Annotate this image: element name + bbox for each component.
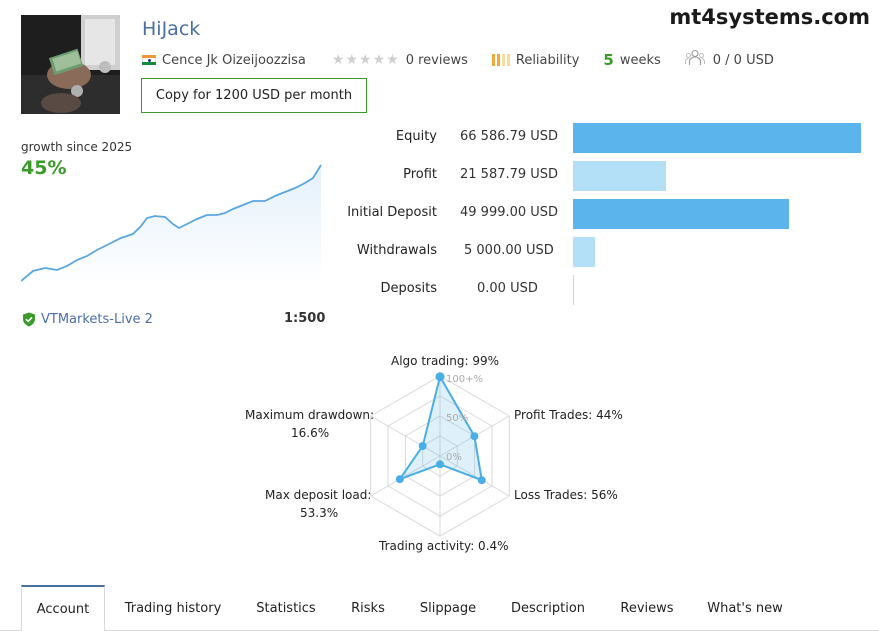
radar-label-profit-trades: Profit Trades: 44% xyxy=(514,408,623,422)
growth-chart xyxy=(21,164,322,285)
radar-scale-100: 100+% xyxy=(446,374,483,385)
shield-check-icon xyxy=(23,312,35,326)
tab-trading-history[interactable]: Trading history xyxy=(124,600,222,616)
radar-point xyxy=(395,475,404,484)
fin-bar-equity xyxy=(573,123,861,153)
system-title[interactable]: HiJack xyxy=(142,18,201,40)
fin-label-deposits: Deposits xyxy=(380,281,437,296)
tab-account[interactable]: Account xyxy=(21,585,105,631)
broker-name[interactable]: VTMarkets-Live 2 xyxy=(41,311,153,327)
star-icon: ★ xyxy=(386,52,399,68)
fin-bar-initial-deposit xyxy=(573,199,789,229)
radar-label-algo-trading: Algo trading: 99% xyxy=(391,354,500,368)
radar-scale-0: 0% xyxy=(446,452,462,463)
radar-point xyxy=(418,442,427,450)
radar-axis-line xyxy=(439,455,510,497)
growth-label: growth since 2025 xyxy=(21,140,133,154)
radar-label-max-drawdown: Maximum drawdown: xyxy=(245,408,375,422)
tab-slippage[interactable]: Slippage xyxy=(419,600,477,616)
radar-value-max-drawdown: 16.6% xyxy=(291,426,330,440)
leverage-value: 1:500 xyxy=(284,311,326,326)
fin-label-profit: Profit xyxy=(403,167,437,182)
copy-subscribe-button[interactable]: Copy for 1200 USD per month xyxy=(141,78,367,113)
tab-description[interactable]: Description xyxy=(510,600,586,616)
growth-area xyxy=(21,165,321,285)
india-flag-icon xyxy=(142,55,156,65)
watermark-text: mt4systems.com xyxy=(669,5,870,29)
fin-value-deposits: 0.00 USD xyxy=(477,281,538,296)
weeks-count: 5 xyxy=(603,51,614,69)
tab-whats-new[interactable]: What's new xyxy=(707,600,783,616)
subscribers-value: 0 / 0 USD xyxy=(712,52,774,68)
fin-label-withdrawals: Withdrawals xyxy=(356,243,437,258)
fin-label-initial-deposit: Initial Deposit xyxy=(347,205,437,220)
radar-axis-line xyxy=(370,415,441,457)
radar-point xyxy=(477,476,486,485)
weeks-label: weeks xyxy=(619,52,661,68)
growth-value: 45% xyxy=(21,157,67,179)
fin-value-initial-deposit: 49 999.00 USD xyxy=(460,205,559,220)
fin-value-profit: 21 587.79 USD xyxy=(460,167,559,182)
reliability-label: Reliability xyxy=(515,52,580,68)
broker-link[interactable]: VTMarkets-Live 2 xyxy=(22,311,153,327)
tab-statistics[interactable]: Statistics xyxy=(256,600,316,616)
meta-row: Cence Jk Oizeijoozzisa ★ ★ ★ ★ ★ 0 reviews R… xyxy=(142,49,774,71)
radar-label-trading-activity: Trading activity: 0.4% xyxy=(379,539,509,553)
fin-bar-deposits xyxy=(573,275,574,305)
star-icon: ★ xyxy=(359,52,372,68)
fin-bar-withdrawals xyxy=(573,237,595,267)
radar-point xyxy=(470,432,479,441)
tab-risks[interactable]: Risks xyxy=(351,600,385,616)
star-icon: ★ xyxy=(331,52,345,68)
radar-point xyxy=(436,460,444,469)
star-icon: ★ xyxy=(345,52,359,68)
tab-reviews[interactable]: Reviews xyxy=(620,600,674,616)
fin-value-withdrawals: 5 000.00 USD xyxy=(464,243,554,258)
avatar[interactable] xyxy=(21,15,120,114)
tab-bar: Account Trading history Statistics Risks… xyxy=(0,585,879,631)
author-name[interactable]: Cence Jk Oizeijoozzisa xyxy=(162,52,306,68)
reviews-link[interactable]: 0 reviews xyxy=(405,52,468,68)
fin-value-equity: 66 586.79 USD xyxy=(460,129,559,144)
fin-bar-profit xyxy=(573,161,666,191)
radar-value-max-deposit-load: 53.3% xyxy=(300,506,339,520)
subscribers-icon xyxy=(684,49,705,71)
radar-label-max-deposit-load: Max deposit load: xyxy=(265,488,372,502)
radar-scale-50: 50% xyxy=(446,413,468,424)
star-icon: ★ xyxy=(372,52,386,68)
reliability-bars-icon xyxy=(491,54,512,66)
rating-stars: ★ ★ ★ ★ ★ xyxy=(332,52,400,68)
radar-points xyxy=(395,372,486,485)
growth-line xyxy=(21,164,322,282)
radar-chart: 100+% 50% 0% xyxy=(370,372,510,537)
radar-axis-line xyxy=(370,455,441,497)
fin-label-equity: Equity xyxy=(395,129,437,144)
radar-label-loss-trades: Loss Trades: 56% xyxy=(514,488,618,502)
radar-point xyxy=(435,372,445,382)
